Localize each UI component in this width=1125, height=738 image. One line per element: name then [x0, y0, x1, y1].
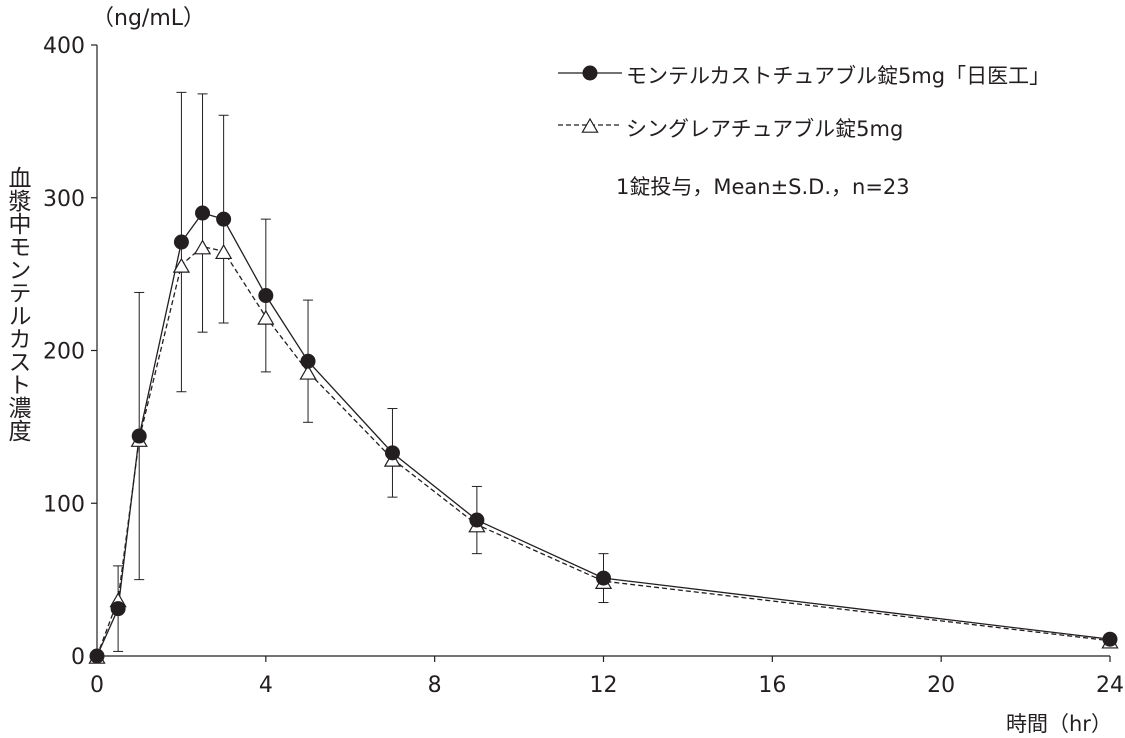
y-tick-label: 0: [71, 645, 85, 670]
data-point-open-triangle: [299, 364, 317, 380]
data-point-filled-circle: [131, 428, 147, 444]
y-axis-label: 血漿中モンテルカスト濃度: [4, 166, 30, 442]
x-tick-label: 24: [1096, 673, 1124, 698]
x-tick-label: 16: [758, 673, 786, 698]
data-point-filled-circle: [384, 445, 400, 461]
data-point-filled-circle: [89, 648, 105, 664]
data-point-open-triangle: [581, 117, 599, 133]
y-tick-label: 200: [43, 340, 85, 365]
data-point-filled-circle: [258, 288, 274, 304]
legend-label-series-2: シングレアチュアブル錠5mg: [626, 117, 904, 141]
data-point-open-triangle: [172, 257, 191, 273]
data-point-open-triangle: [214, 244, 233, 260]
data-point-filled-circle: [1102, 631, 1118, 647]
legend-label-series-1: モンテルカストチュアブル錠5mg「日医工」: [626, 64, 1051, 88]
x-axis-label: 時間（hr）: [1006, 712, 1112, 736]
data-point-filled-circle: [596, 570, 611, 586]
y-tick-label: 100: [43, 492, 85, 517]
data-point-filled-circle: [110, 601, 126, 617]
series-markers: [88, 205, 1119, 664]
y-tick-label: 400: [43, 34, 85, 59]
x-tick-label: 4: [259, 673, 273, 698]
data-point-open-triangle: [257, 309, 275, 325]
study-note: 1錠投与，Mean±S.D.，n=23: [616, 175, 910, 199]
x-tick-label: 20: [927, 673, 955, 698]
data-point-filled-circle: [300, 353, 316, 369]
error-bars: [113, 91, 1115, 652]
y-tick-label: 300: [43, 187, 85, 212]
x-tick-label: 0: [90, 673, 104, 698]
y-axis-unit: （ng/mL）: [92, 6, 206, 31]
axes: 0 100 200 300 400 0 4 8 12 16 20 24: [43, 34, 1124, 698]
legend: [558, 65, 622, 133]
data-point-filled-circle: [582, 65, 598, 81]
data-point-filled-circle: [469, 512, 485, 528]
data-point-filled-circle: [173, 234, 189, 250]
data-point-filled-circle: [195, 205, 211, 221]
series-lines: [96, 212, 1111, 657]
x-tick-label: 12: [590, 673, 618, 698]
x-tick-label: 8: [428, 673, 442, 698]
data-point-open-triangle: [193, 239, 212, 255]
data-point-filled-circle: [216, 211, 232, 227]
series-line-2: [96, 245, 1111, 657]
